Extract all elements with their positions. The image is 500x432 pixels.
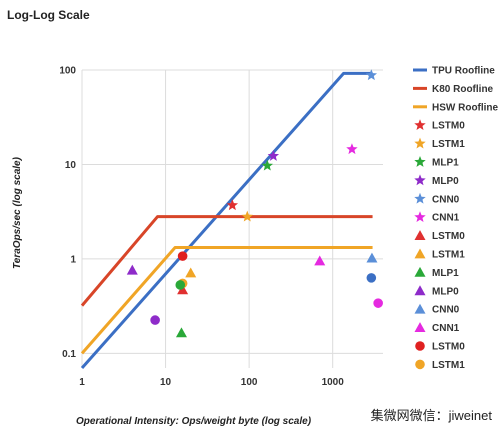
series-line-tpu-roofline	[80, 71, 373, 369]
legend-item: LSTM1	[415, 359, 465, 371]
legend-item: LSTM1	[414, 248, 465, 261]
y-tick-label: 10	[65, 160, 77, 171]
data-point-star-mlp0	[267, 149, 280, 161]
legend-item: CNN0	[414, 303, 460, 316]
legend-item: CNN1	[414, 322, 460, 334]
legend-item: MLP1	[414, 156, 459, 169]
data-point-star-lstm0	[226, 199, 239, 211]
legend-triangle-icon	[414, 303, 426, 314]
legend-label: LSTM0	[432, 231, 465, 242]
legend-item: MLP0	[414, 174, 459, 187]
legend-label: LSTM0	[432, 342, 465, 353]
legend-label: CNN1	[432, 323, 460, 334]
legend-item: MLP0	[414, 285, 459, 297]
data-point-star-lstm1	[241, 210, 253, 222]
y-tick-label: 0.1	[62, 349, 76, 360]
legend-label: LSTM0	[432, 121, 465, 132]
legend-star-icon	[414, 137, 426, 149]
grid-lines	[81, 69, 383, 368]
x-tick-label: 100	[241, 377, 258, 388]
legend-label: MLP1	[432, 268, 459, 279]
legend-label: CNN0	[432, 194, 460, 205]
data-point-star-mlp1	[261, 159, 274, 171]
legend-circle-icon	[415, 341, 425, 351]
legend-label: MLP0	[432, 286, 459, 297]
legend-label: LSTM1	[432, 139, 465, 150]
legend-triangle-icon	[414, 322, 426, 332]
y-axis-label: TeraOps/sec (log scale)	[12, 156, 23, 269]
y-tick-label: 1	[70, 254, 76, 265]
legend-star-icon	[414, 174, 426, 186]
legend-triangle-icon	[414, 230, 426, 240]
legend-star-icon	[414, 119, 426, 131]
legend-item: K80 Roofline	[413, 84, 494, 95]
legend-circle-icon	[415, 359, 425, 370]
data-point-star-cnn0	[365, 69, 378, 81]
data-point-star-cnn1	[346, 143, 358, 155]
legend-star-icon	[414, 156, 426, 167]
chart-title: Log-Log Scale	[7, 8, 90, 22]
data-point-circle	[373, 298, 383, 308]
tick-labels: 1 10 100 1000 0.1 1 10 100	[59, 66, 344, 389]
legend-item: MLP1	[414, 266, 459, 279]
legend-item: CNN1	[414, 211, 460, 224]
data-point-triangle-cnn1	[314, 255, 326, 266]
data-point-triangle-lstm1	[185, 267, 197, 278]
data-points	[126, 69, 383, 338]
legend-item: LSTM0	[414, 119, 465, 132]
data-point-circle	[366, 273, 377, 283]
y-tick-label: 100	[59, 66, 76, 77]
legend-label: LSTM1	[432, 250, 465, 261]
data-point-triangle-lstm0	[177, 284, 189, 295]
legend-label: MLP1	[432, 158, 459, 169]
data-point-triangle-mlp0	[126, 264, 138, 275]
data-point-triangle-mlp1	[175, 327, 187, 338]
watermark: 集微网微信：jiweinet	[370, 408, 492, 423]
legend-label: K80 Roofline	[432, 84, 494, 95]
legend: TPU Roofline K80 Roofline HSW Roofline LSTM…	[413, 66, 499, 371]
legend-item: LSTM0	[414, 230, 465, 242]
series-lines	[80, 71, 373, 369]
legend-item: CNN0	[414, 192, 460, 205]
legend-label: CNN0	[432, 305, 460, 316]
legend-triangle-icon	[414, 285, 426, 296]
legend-label: CNN1	[432, 213, 460, 224]
data-point-triangle-cnn0	[366, 252, 378, 263]
legend-item: HSW Roofline	[413, 102, 499, 113]
data-point-circle	[175, 280, 186, 290]
x-axis-label: Operational Intensity: Ops/weight byte (…	[76, 416, 312, 427]
legend-triangle-icon	[414, 266, 426, 277]
series-line-hsw-roofline	[80, 246, 373, 355]
legend-label: TPU Roofline	[432, 66, 495, 77]
legend-label: LSTM1	[432, 360, 465, 371]
legend-star-icon	[414, 192, 426, 204]
x-tick-label: 1000	[322, 377, 345, 388]
legend-triangle-icon	[414, 248, 426, 259]
data-point-circle-lstm0	[177, 251, 188, 261]
legend-item: TPU Roofline	[413, 66, 495, 77]
legend-label: MLP0	[432, 176, 459, 187]
legend-star-icon	[414, 211, 426, 223]
x-tick-label: 10	[160, 377, 172, 388]
legend-item: LSTM1	[414, 137, 465, 150]
x-tick-label: 1	[79, 377, 85, 388]
series-line-k80-roofline	[80, 215, 373, 307]
legend-item: LSTM0	[415, 341, 465, 353]
legend-label: HSW Roofline	[432, 102, 499, 113]
data-point-circle	[150, 315, 160, 325]
